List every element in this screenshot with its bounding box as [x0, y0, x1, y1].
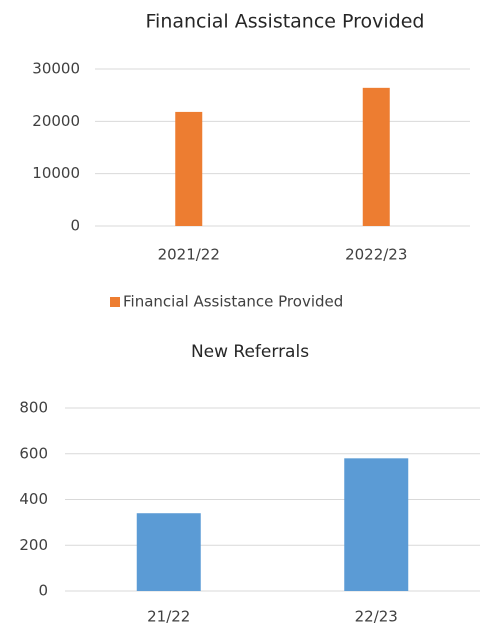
- y-tick-label: 600: [19, 444, 48, 462]
- y-tick-label: 0: [38, 582, 48, 600]
- chart-title: Financial Assistance Provided: [146, 11, 425, 33]
- bar: [175, 111, 203, 226]
- y-tick-label: 200: [19, 536, 48, 554]
- bar: [362, 87, 390, 226]
- chart-title: New Referrals: [191, 342, 309, 362]
- x-tick-label: 2021/22: [158, 246, 220, 264]
- x-tick-label: 21/22: [147, 608, 190, 626]
- y-tick-label: 0: [70, 217, 80, 235]
- y-tick-label: 30000: [32, 60, 80, 78]
- x-tick-label: 22/23: [355, 608, 398, 626]
- bar: [344, 458, 409, 591]
- bar: [136, 513, 201, 591]
- y-tick-label: 800: [19, 399, 48, 417]
- y-tick-label: 10000: [32, 164, 80, 182]
- legend-label: Financial Assistance Provided: [123, 293, 343, 311]
- y-tick-label: 400: [19, 490, 48, 508]
- y-tick-label: 20000: [32, 112, 80, 130]
- x-tick-label: 2022/23: [345, 246, 407, 264]
- legend-swatch: [110, 297, 120, 307]
